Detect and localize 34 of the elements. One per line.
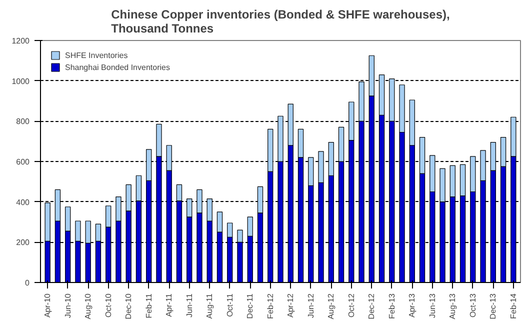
y-tick-label: 1200 xyxy=(12,36,30,46)
x-tick-label: Oct-10 xyxy=(104,292,113,318)
x-tick-label: Aug-11 xyxy=(205,292,214,319)
x-tick-label: Jun-11 xyxy=(184,292,194,318)
x-tick-label: Dec-12 xyxy=(367,292,376,320)
x-tick-label: Feb-11 xyxy=(144,292,154,318)
x-tick-label: Apr-13 xyxy=(408,292,417,318)
x-tick-label: Feb-12 xyxy=(266,292,275,319)
x-tick-label: Apr-10 xyxy=(43,292,52,318)
x-tick-label: Oct-12 xyxy=(346,292,356,318)
x-tick-label: Aug-13 xyxy=(448,292,458,320)
x-tick-label: Apr-11 xyxy=(164,292,174,317)
x-tick-label: Jun-12 xyxy=(306,292,316,318)
x-tick-label: Jun-10 xyxy=(63,292,72,318)
x-tick-label: Dec-13 xyxy=(488,292,498,320)
x-tick-label: Feb-14 xyxy=(508,292,518,319)
x-tick-label: Aug-12 xyxy=(326,292,336,320)
chart-title: Chinese Copper inventories (Bonded & SHFE warehouses), Thousand Tonnes xyxy=(111,8,450,36)
y-tick-label: 200 xyxy=(16,238,30,248)
legend-label: Shanghai Bonded Inventories xyxy=(65,62,170,72)
x-tick-label: Oct-13 xyxy=(468,292,478,318)
y-tick-label: 600 xyxy=(16,158,30,166)
x-tick-label: Oct-11 xyxy=(225,292,234,317)
x-tick-label: Feb-13 xyxy=(387,292,396,319)
x-tick-label: Aug-10 xyxy=(84,292,93,320)
y-tick-label: 1000 xyxy=(12,76,30,86)
y-tick-label: 0 xyxy=(25,278,30,288)
legend-label: SHFE Inventories xyxy=(65,50,128,60)
x-tick-label: Dec-11 xyxy=(246,292,255,319)
y-tick-label: 400 xyxy=(16,198,30,207)
x-tick-label: Dec-10 xyxy=(124,292,134,320)
x-tick-label: Jun-13 xyxy=(428,292,437,318)
y-tick-label: 800 xyxy=(16,117,30,126)
x-tick-label: Apr-12 xyxy=(286,292,296,318)
